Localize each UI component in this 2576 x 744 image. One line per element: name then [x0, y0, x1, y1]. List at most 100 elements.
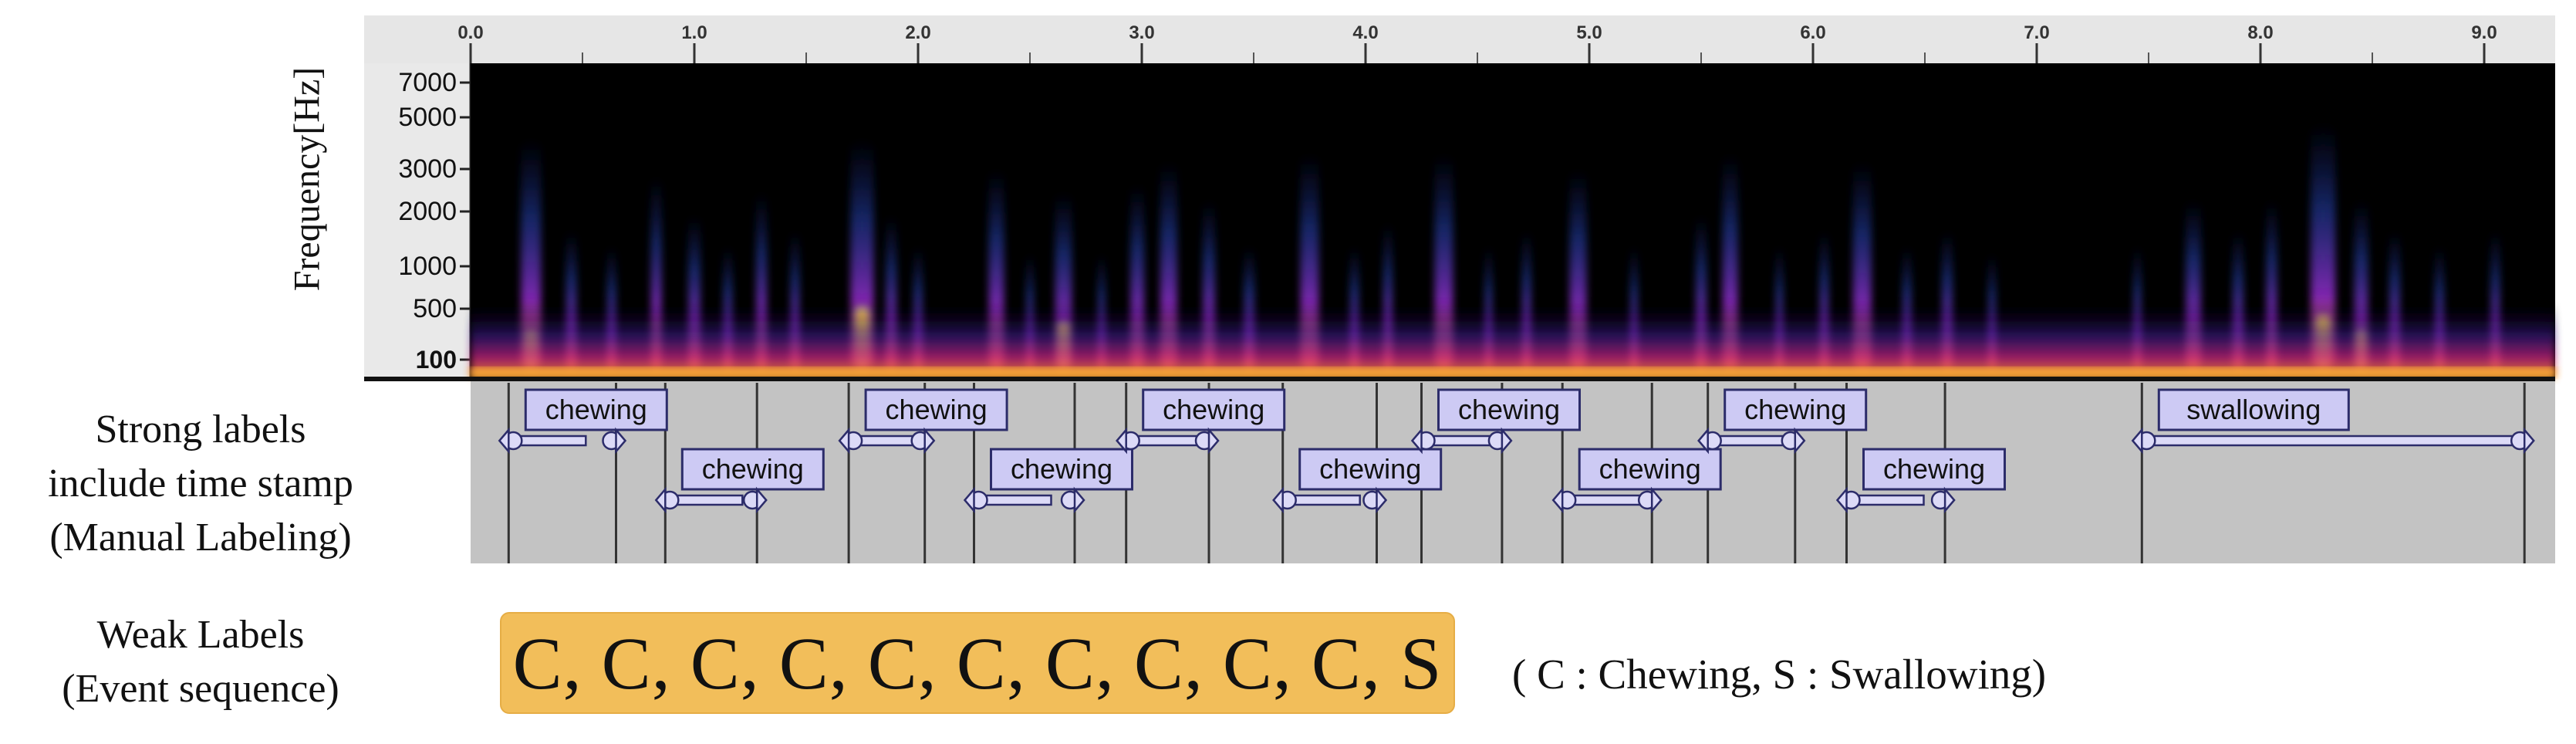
frequency-tick-label: 100 [416, 346, 457, 374]
boundary-handle[interactable] [1781, 427, 1806, 455]
event-duration-bar[interactable] [859, 435, 913, 447]
boundary-handle[interactable] [2131, 427, 2156, 455]
boundary-handle[interactable] [963, 486, 988, 514]
time-tick-label: 8.0 [2247, 22, 2273, 43]
time-tick-label: 4.0 [1352, 22, 1378, 43]
boundary-handle[interactable] [742, 486, 768, 514]
boundary-handle[interactable] [1487, 427, 1513, 455]
label-event[interactable]: chewing [677, 448, 825, 506]
boundary-handle[interactable] [498, 427, 523, 455]
event-label-box[interactable] [524, 388, 668, 431]
frequency-tick-label: 1000 [398, 252, 457, 281]
event-duration-bar[interactable] [1858, 494, 1925, 506]
event-label-text: swallowing [2186, 394, 2321, 425]
boundary-handle[interactable] [1272, 486, 1297, 514]
time-tick-label: 0.0 [457, 22, 483, 43]
event-duration-bar[interactable] [1137, 435, 1198, 447]
event-label-text: chewing [1744, 394, 1846, 425]
time-tick-label: 1.0 [681, 22, 707, 43]
boundary-handle[interactable] [2510, 427, 2535, 455]
event-label-text: chewing [702, 453, 804, 485]
boundary-handle[interactable] [1362, 486, 1388, 514]
event-label-text: chewing [1883, 453, 1985, 485]
event-duration-bar[interactable] [1719, 435, 1784, 447]
weak-caption-line-2: (Event sequence) [62, 667, 339, 711]
strong-caption-line-3: (Manual Labeling) [49, 516, 352, 560]
event-label-box[interactable] [1437, 388, 1581, 431]
frequency-tick-label: 7000 [398, 68, 457, 97]
event-duration-bar[interactable] [2153, 435, 2514, 447]
strong-caption-line-2: include time stamp [48, 462, 353, 506]
frequency-tick-label: 3000 [398, 154, 457, 184]
frequency-tick-label: 5000 [398, 103, 457, 132]
event-label-box[interactable] [1142, 388, 1286, 431]
event-label-text: chewing [1011, 453, 1112, 485]
label-legend: ( C : Chewing, S : Swallowing) [1512, 651, 2047, 698]
weak-caption-line-1: Weak Labels [96, 613, 305, 657]
time-tick-label: 6.0 [1800, 22, 1825, 43]
event-label-text: chewing [886, 394, 988, 425]
time-tick-label: 5.0 [1576, 22, 1602, 43]
frequency-axis-panel [364, 63, 471, 378]
strong-labels-caption: Strong labels include time stamp (Manual… [31, 403, 370, 565]
weak-label-box: C, C, C, C, C, C, C, C, C, C, S [500, 612, 1455, 714]
strong-label-events: chewing chewing chewing chewing chewing chewi… [498, 383, 2535, 563]
event-label-box[interactable] [1578, 448, 1722, 491]
label-event[interactable]: chewing [1294, 448, 1443, 506]
label-event[interactable]: chewing [859, 388, 1008, 447]
weak-label-sequence: C, C, C, C, C, C, C, C, C, C, S [512, 621, 1443, 705]
time-ruler [364, 15, 2555, 63]
frequency-tick-label: 2000 [398, 197, 457, 226]
event-label-box[interactable] [1862, 448, 2006, 491]
label-event[interactable]: chewing [985, 448, 1133, 506]
event-label-text: chewing [1599, 453, 1701, 485]
boundary-handle[interactable] [1697, 427, 1722, 455]
label-event[interactable]: chewing [1433, 388, 1581, 447]
event-label-box[interactable] [680, 448, 825, 491]
event-label-box[interactable] [2157, 388, 2350, 431]
event-duration-bar[interactable] [520, 435, 587, 447]
event-duration-bar[interactable] [677, 494, 744, 506]
event-label-text: chewing [545, 394, 647, 425]
event-label-text: chewing [1458, 394, 1560, 425]
boundary-handle[interactable] [910, 427, 936, 455]
label-event[interactable]: chewing [1137, 388, 1286, 447]
frequency-tick-label: 500 [413, 294, 457, 323]
boundary-handle[interactable] [1637, 486, 1663, 514]
frequency-axis-label: Frequency[Hz] [286, 66, 328, 292]
label-event[interactable]: chewing [1858, 448, 2006, 506]
event-label-text: chewing [1163, 394, 1264, 425]
boundary-handle[interactable] [1116, 427, 1140, 455]
boundary-handle[interactable] [1194, 427, 1220, 455]
boundary-handle[interactable] [1930, 486, 1956, 514]
boundary-handle[interactable] [1060, 486, 1085, 514]
label-event[interactable]: chewing [1573, 448, 1722, 506]
boundary-handle[interactable] [1551, 486, 1577, 514]
event-duration-bar[interactable] [1433, 435, 1491, 447]
event-duration-bar[interactable] [1294, 494, 1361, 506]
time-tick-label: 2.0 [905, 22, 930, 43]
event-label-box[interactable] [864, 388, 1008, 431]
weak-labels-caption: Weak Labels (Event sequence) [31, 608, 370, 716]
time-ticks: 0.0 1.0 2.0 3.0 4.0 5.0 6.0 7.0 8.0 9.0 [457, 22, 2497, 63]
time-tick-label: 3.0 [1129, 22, 1154, 43]
event-label-box[interactable] [1724, 388, 1868, 431]
boundary-handle[interactable] [838, 427, 863, 455]
time-tick-label: 9.0 [2471, 22, 2497, 43]
event-duration-bar[interactable] [985, 494, 1052, 506]
strong-caption-line-1: Strong labels [95, 408, 306, 451]
boundary-handle[interactable] [1835, 486, 1861, 514]
event-label-box[interactable] [990, 448, 1133, 491]
event-duration-bar[interactable] [1573, 494, 1641, 506]
boundary-handle[interactable] [654, 486, 680, 514]
label-event[interactable]: chewing [520, 388, 668, 447]
time-tick-label: 7.0 [2024, 22, 2049, 43]
frequency-ticks: 7000 5000 3000 2000 1000 500 100 [398, 68, 471, 374]
event-label-text: chewing [1319, 453, 1421, 485]
label-event[interactable]: chewing [1719, 388, 1868, 447]
boundary-handle[interactable] [602, 427, 627, 455]
boundary-handle[interactable] [1410, 427, 1436, 455]
event-label-box[interactable] [1298, 448, 1443, 491]
